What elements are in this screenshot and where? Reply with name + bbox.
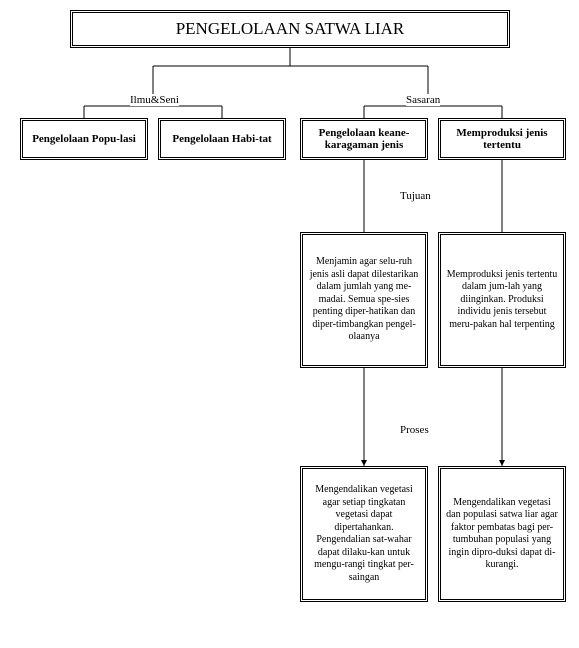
node-habitat: Pengelolaan Habi-tat: [158, 118, 286, 160]
flowchart: PENGELOLAAN SATWA LIAR Ilmu&Seni Sasaran…: [10, 10, 569, 638]
node-keanekaragaman-text: Pengelolaan keane-karagaman jenis: [307, 127, 421, 151]
node-memproduksi: Memproduksi jenis tertentu: [438, 118, 566, 160]
title-box: PENGELOLAAN SATWA LIAR: [70, 10, 510, 48]
node-keanekaragaman: Pengelolaan keane-karagaman jenis: [300, 118, 428, 160]
proses-memproduksi-text: Mengendalikan vegetasi dan populasi satw…: [445, 497, 559, 572]
tujuan-keanekaragaman: Menjamin agar selu-ruh jenis asli dapat …: [300, 232, 428, 368]
node-habitat-text: Pengelolaan Habi-tat: [172, 133, 271, 145]
label-proses: Proses: [400, 424, 429, 436]
tujuan-memproduksi-text: Memproduksi jenis tertentu dalam jum-lah…: [445, 269, 559, 332]
label-tujuan: Tujuan: [400, 190, 431, 202]
label-sasaran: Sasaran: [406, 94, 440, 106]
label-ilmu: Ilmu&Seni: [130, 94, 179, 106]
tujuan-memproduksi: Memproduksi jenis tertentu dalam jum-lah…: [438, 232, 566, 368]
node-populasi-text: Pengelolaan Popu-lasi: [32, 133, 136, 145]
node-populasi: Pengelolaan Popu-lasi: [20, 118, 148, 160]
tujuan-keanekaragaman-text: Menjamin agar selu-ruh jenis asli dapat …: [307, 256, 421, 344]
proses-keanekaragaman-text: Mengendalikan vegetasi agar setiap tingk…: [307, 484, 421, 584]
proses-memproduksi: Mengendalikan vegetasi dan populasi satw…: [438, 466, 566, 602]
title-text: PENGELOLAAN SATWA LIAR: [176, 19, 405, 39]
proses-keanekaragaman: Mengendalikan vegetasi agar setiap tingk…: [300, 466, 428, 602]
node-memproduksi-text: Memproduksi jenis tertentu: [445, 127, 559, 151]
